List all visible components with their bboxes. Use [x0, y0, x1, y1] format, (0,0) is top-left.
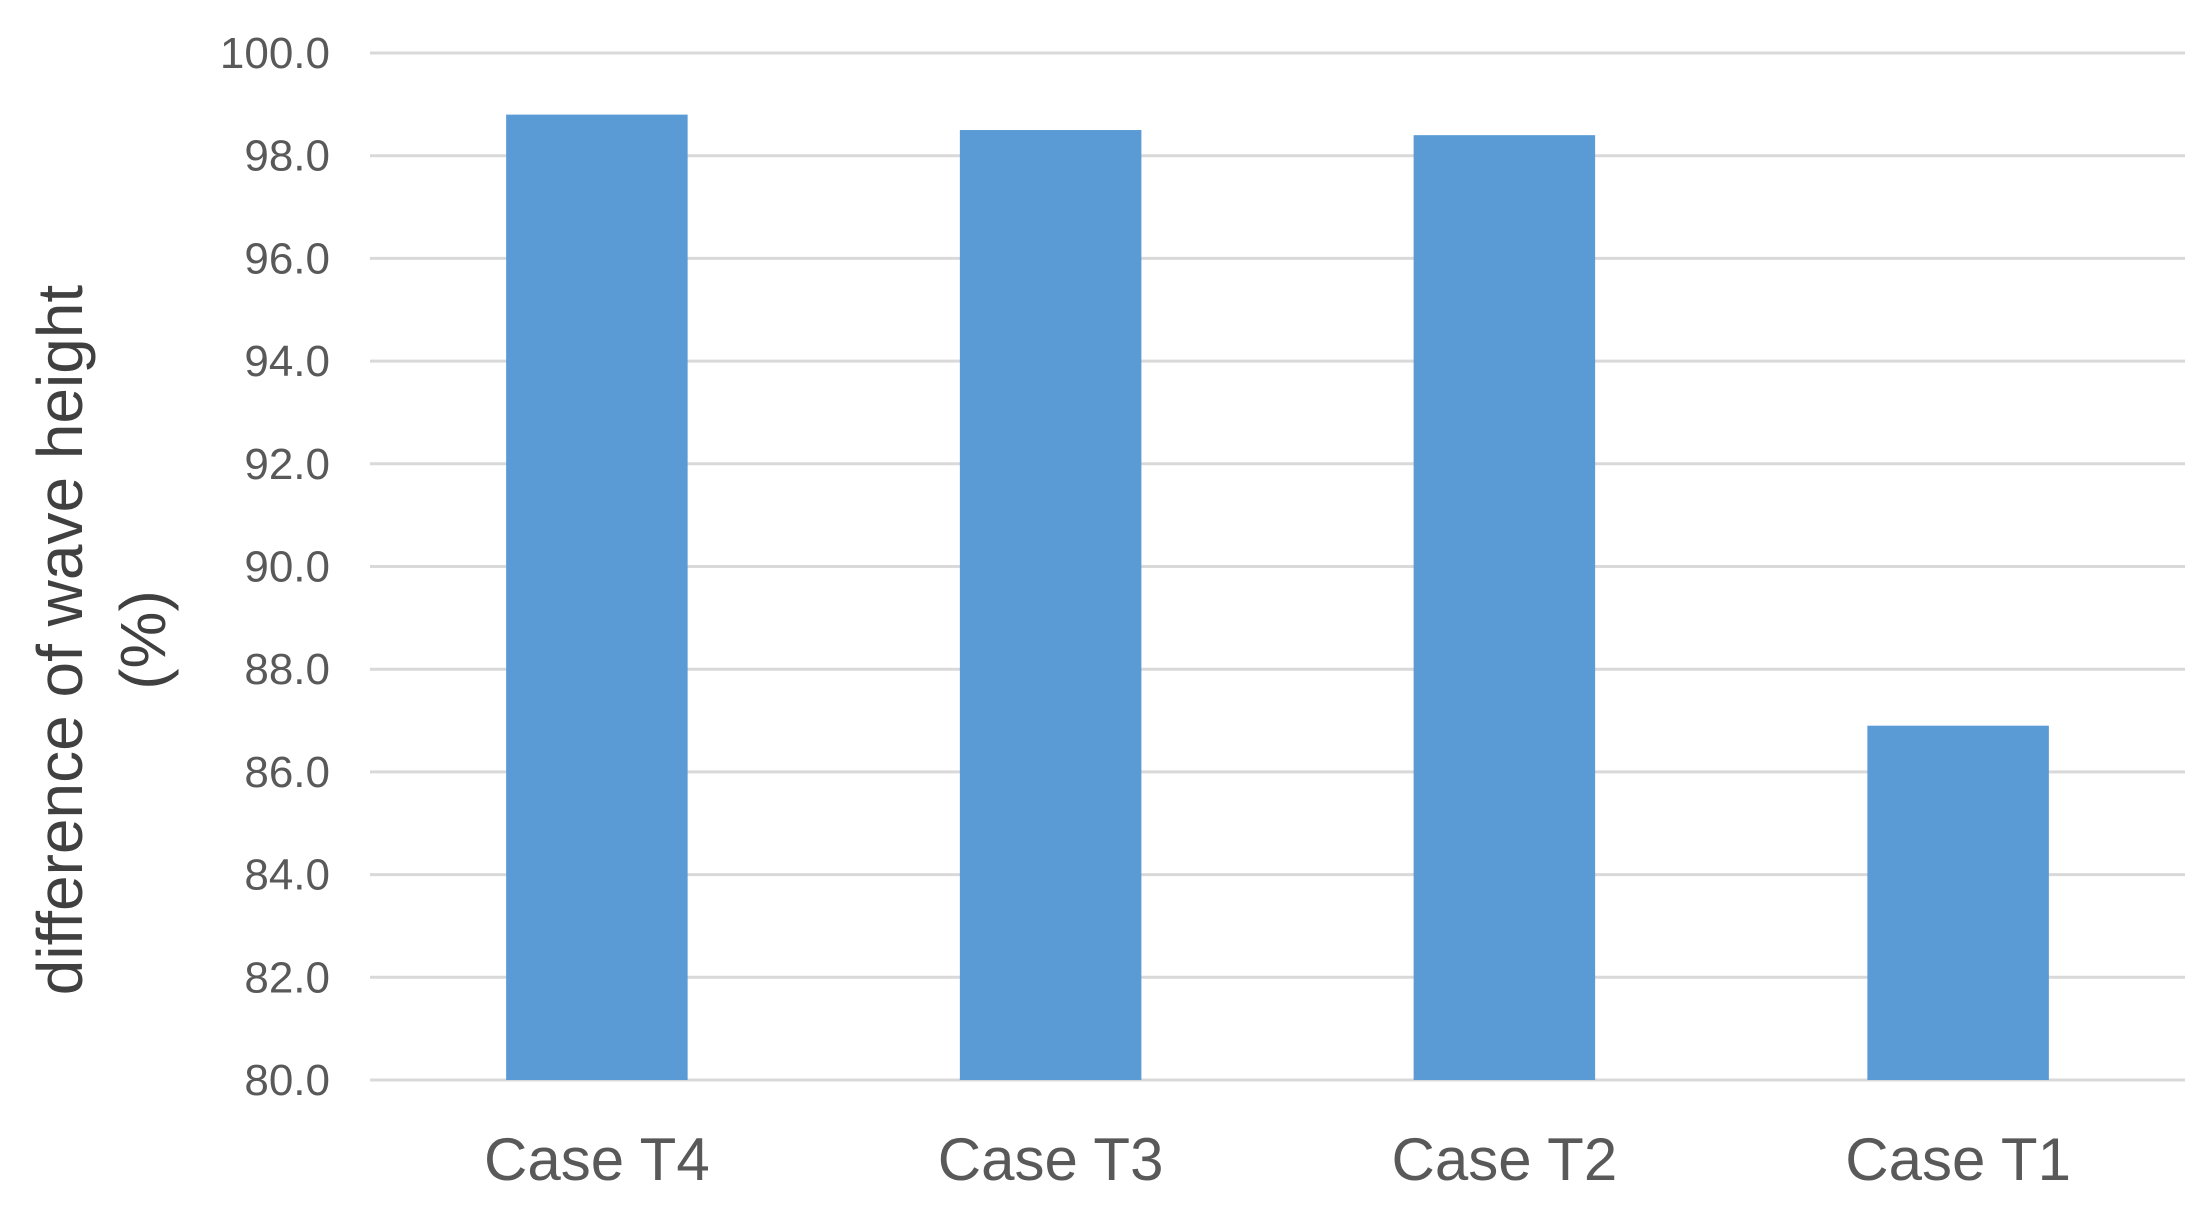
x-category-label: Case T4: [484, 1126, 710, 1193]
y-axis-title: difference of wave height (%): [24, 285, 179, 996]
y-axis-ticks: 80.0 82.0 84.0 86.0 88.0 90.0 92.0 94.0 96.0 98.0…: [220, 29, 330, 1105]
x-category-label: Case T2: [1392, 1126, 1618, 1193]
y-tick-label: 94.0: [244, 337, 330, 386]
bar-case-t1: [1867, 725, 2049, 1080]
x-category-label: Case T3: [938, 1126, 1164, 1193]
y-tick-label: 100.0: [220, 29, 330, 78]
y-tick-label: 82.0: [244, 953, 330, 1002]
y-axis-title-line-1: difference of wave height: [24, 285, 96, 996]
y-tick-label: 84.0: [244, 851, 330, 900]
y-tick-label: 90.0: [244, 543, 330, 592]
y-axis-title-line-2: (%): [107, 590, 179, 690]
x-axis-categories: Case T4 Case T3 Case T2 Case T1: [484, 1126, 2071, 1193]
bars: [506, 114, 2049, 1081]
bar-case-t3: [959, 130, 1142, 1080]
y-tick-label: 98.0: [244, 132, 330, 181]
bar-case-t2: [1413, 135, 1596, 1080]
y-tick-label: 86.0: [244, 748, 330, 797]
y-tick-label: 96.0: [244, 234, 330, 283]
bar-case-t4: [506, 114, 688, 1081]
y-tick-label: 88.0: [244, 645, 330, 694]
y-tick-label: 92.0: [244, 440, 330, 489]
y-tick-label: 80.0: [244, 1056, 330, 1105]
x-category-label: Case T1: [1845, 1126, 2071, 1193]
